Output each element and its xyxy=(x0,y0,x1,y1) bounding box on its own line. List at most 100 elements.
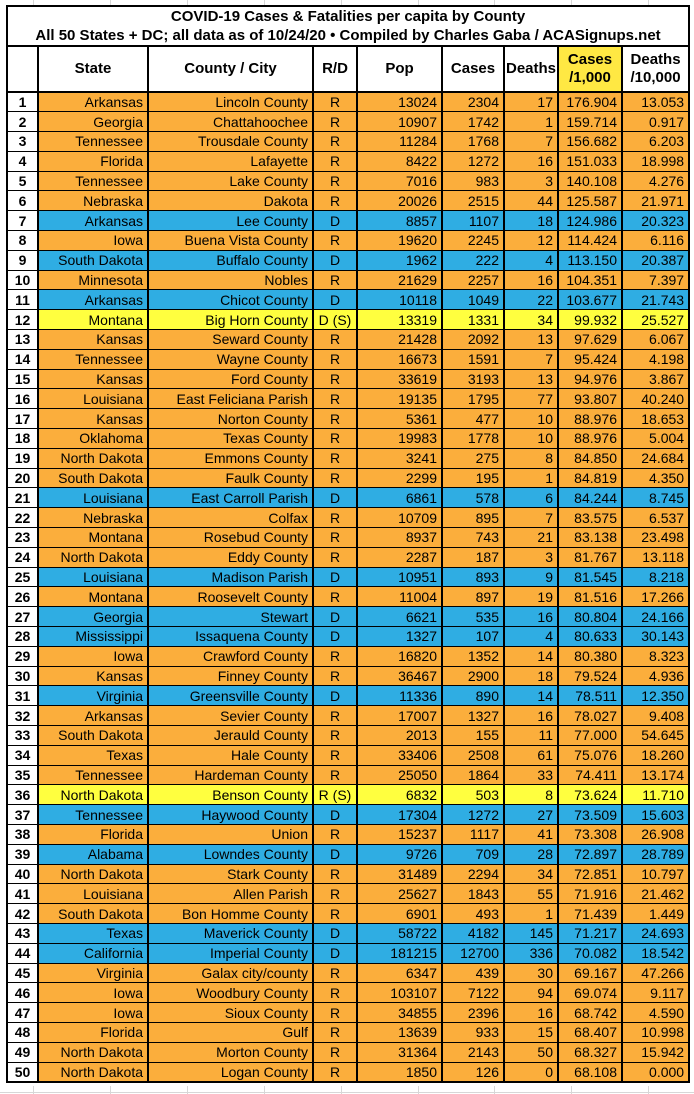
col-header-deaths: Deaths xyxy=(503,45,559,93)
rank-cell: 37 xyxy=(6,804,39,825)
deaths-per-10000-cell: 4.276 xyxy=(620,170,691,192)
pop-cell: 8857 xyxy=(356,210,443,232)
cases-per-1000-cell: 72.851 xyxy=(557,863,623,885)
rank-cell: 10 xyxy=(6,269,39,291)
county-cell: Benson County xyxy=(147,784,314,806)
deaths-cell: 16 xyxy=(503,606,559,628)
deaths-cell: 10 xyxy=(503,428,559,449)
deaths-per-10000-cell: 4.350 xyxy=(620,467,691,489)
deaths-cell: 55 xyxy=(503,883,559,905)
deaths-cell: 34 xyxy=(503,309,559,331)
gridline-tick xyxy=(341,0,342,5)
cases-per-1000-cell: 71.439 xyxy=(557,903,623,924)
pop-cell: 6621 xyxy=(356,606,443,628)
rd-cell: D xyxy=(312,210,358,232)
table-row: 3 Tennessee Trousdale County R 11284 1768 7 156… xyxy=(6,131,691,152)
pop-cell: 181215 xyxy=(356,942,443,964)
state-cell: Louisiana xyxy=(37,487,149,509)
deaths-per-10000-cell: 4.936 xyxy=(620,665,691,687)
column-header-row: State County / City R/D Pop Cases Deaths… xyxy=(6,45,691,93)
county-cell: Dakota xyxy=(147,190,314,212)
deaths-per-10000-cell: 10.998 xyxy=(620,1021,691,1043)
rd-cell: D xyxy=(312,289,358,311)
rd-cell: D xyxy=(312,606,358,628)
deaths-per-10000-cell: 24.166 xyxy=(620,606,691,628)
rd-cell: R xyxy=(312,348,358,370)
deaths-per-10000-cell: 21.743 xyxy=(620,289,691,311)
pop-cell: 7016 xyxy=(356,170,443,192)
cases-per-1000-cell: 78.511 xyxy=(557,685,623,707)
deaths-per-10000-cell: 1.449 xyxy=(620,903,691,924)
county-cell: Galax city/county xyxy=(147,962,314,984)
cases-per-1000-cell: 81.516 xyxy=(557,586,623,608)
cases-cell: 187 xyxy=(441,546,505,568)
rd-cell: D xyxy=(312,843,358,865)
cases-per-1000-cell: 77.000 xyxy=(557,725,623,746)
deaths-per-10000-cell: 24.693 xyxy=(620,922,691,944)
cases-per-1000-cell: 140.108 xyxy=(557,170,623,192)
deaths-per-10000-cell: 9.408 xyxy=(620,705,691,726)
county-cell: Rosebud County xyxy=(147,527,314,548)
table-row: 29 Iowa Crawford County R 16820 1352 14 80.380 8… xyxy=(6,645,691,667)
cases-cell: 2092 xyxy=(441,329,505,350)
county-cell: Union xyxy=(147,823,314,845)
state-cell: Minnesota xyxy=(37,269,149,291)
deaths-cell: 3 xyxy=(503,170,559,192)
deaths-cell: 16 xyxy=(503,150,559,172)
pop-cell: 1962 xyxy=(356,249,443,271)
table-row: 12 Montana Big Horn County D (S) 13319 1331 34… xyxy=(6,309,691,331)
pop-cell: 103107 xyxy=(356,982,443,1004)
pop-cell: 6901 xyxy=(356,903,443,924)
deaths-cell: 30 xyxy=(503,962,559,984)
cases-cell: 1768 xyxy=(441,131,505,152)
county-cell: Chattahoochee xyxy=(147,111,314,133)
pop-cell: 31489 xyxy=(356,863,443,885)
pop-cell: 15237 xyxy=(356,823,443,845)
cases-per-1000-cell: 70.082 xyxy=(557,942,623,964)
rank-cell: 31 xyxy=(6,685,39,707)
rank-cell: 25 xyxy=(6,566,39,588)
county-cell: Buffalo County xyxy=(147,249,314,271)
gridline-tick xyxy=(418,0,419,5)
cases-cell: 1272 xyxy=(441,150,505,172)
state-cell: Louisiana xyxy=(37,566,149,588)
cases-per-1000-cell: 104.351 xyxy=(557,269,623,291)
county-cell: East Feliciana Parish xyxy=(147,388,314,410)
table-row: 34 Texas Hale County R 33406 2508 61 75.076 18.2… xyxy=(6,744,691,766)
deaths-per-10000-cell: 6.067 xyxy=(620,329,691,350)
table-row: 37 Tennessee Haywood County D 17304 1272 27 73.… xyxy=(6,804,691,825)
rank-cell: 45 xyxy=(6,962,39,984)
state-cell: North Dakota xyxy=(37,546,149,568)
cases-cell: 3193 xyxy=(441,368,505,390)
deaths-cell: 50 xyxy=(503,1041,559,1063)
pop-cell: 2287 xyxy=(356,546,443,568)
state-cell: Louisiana xyxy=(37,388,149,410)
pop-cell: 19620 xyxy=(356,230,443,251)
rd-cell: D xyxy=(312,626,358,647)
rd-cell: D xyxy=(312,249,358,271)
deaths-cell: 41 xyxy=(503,823,559,845)
table-row: 11 Arkansas Chicot County D 10118 1049 22 103.6… xyxy=(6,289,691,311)
deaths-per-10000-cell: 4.198 xyxy=(620,348,691,370)
cases-per-1000-cell: 73.509 xyxy=(557,804,623,825)
county-cell: Seward County xyxy=(147,329,314,350)
table-row: 14 Tennessee Wayne County R 16673 1591 7 95.424… xyxy=(6,348,691,370)
pop-cell: 6832 xyxy=(356,784,443,806)
table-row: 6 Nebraska Dakota R 20026 2515 44 125.587 21.971 xyxy=(6,190,691,212)
county-cell: Colfax xyxy=(147,507,314,529)
deaths-cell: 4 xyxy=(503,249,559,271)
deaths-cell: 22 xyxy=(503,289,559,311)
pop-cell: 10118 xyxy=(356,289,443,311)
state-cell: Tennessee xyxy=(37,764,149,786)
state-cell: Kansas xyxy=(37,665,149,687)
rank-cell: 36 xyxy=(6,784,39,806)
deaths-per-10000-line1: Deaths xyxy=(630,51,681,68)
pop-cell: 11284 xyxy=(356,131,443,152)
rd-cell: R xyxy=(312,744,358,766)
deaths-cell: 19 xyxy=(503,586,559,608)
state-cell: Arkansas xyxy=(37,91,149,113)
deaths-cell: 15 xyxy=(503,1021,559,1043)
cases-cell: 493 xyxy=(441,903,505,924)
rank-cell: 19 xyxy=(6,447,39,469)
county-cell: Buena Vista County xyxy=(147,230,314,251)
